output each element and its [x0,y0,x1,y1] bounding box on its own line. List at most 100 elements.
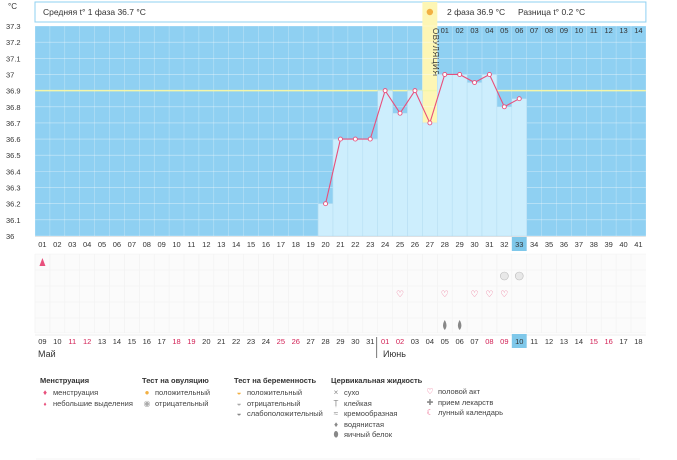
cycle-day-label: 37 [575,240,583,249]
top-day-label: 01 [441,26,449,35]
legend-pregnancy-weak: ◒ слабоположительный [234,409,323,420]
temp-point [487,72,492,77]
cycle-day-label: 39 [604,240,612,249]
calendar-date-label: 10 [515,337,523,346]
cycle-day-label: 04 [83,240,91,249]
legend-label: клейкая [344,398,372,408]
calendar-date-label: 11 [530,337,538,346]
legend-fluid-eggwhite: ⬮ яичный белок [331,430,422,441]
calendar-date-label: 11 [68,337,76,346]
top-day-label: 05 [500,26,508,35]
heart-icon: ♡ [426,387,434,396]
calendar-date-label: 20 [202,337,210,346]
cycle-day-label: 41 [634,240,642,249]
calendar-date-label: 24 [262,337,270,346]
phase1-label: Средняя t° 1 фаза 36.7 °C [43,7,146,17]
legend-ovulation-test: Тест на овуляцию ● положительный ◉ отрицат… [142,376,210,409]
temp-polyline [325,73,520,204]
legend-intercourse: ♡ половой акт [425,387,503,398]
moon-icon: ☾ [426,408,434,417]
legend-label: половой акт [438,387,481,396]
top-day-label: 03 [470,26,478,35]
legend-cervical-fluid-title: Цервикальная жидкость [331,376,423,385]
cycle-day-label: 17 [277,240,285,249]
cross-icon: × [333,388,339,397]
cycle-day-label: 26 [411,240,419,249]
current-day-highlight [511,237,527,251]
chart-axes: 36 36.1 36.2 36.3 36.4 36.5 36.6 36.7 36.8 36.9 37… [6,22,646,460]
temp-bar [451,74,468,237]
calendar-date-label: 25 [277,337,285,346]
legend-ovulation-positive: ● положительный [142,388,211,399]
calendar-date-label: 17 [157,337,165,346]
calendar-date-label: 29 [336,337,344,346]
cycle-day-label: 14 [232,240,240,249]
calendar-date-label: 15 [128,337,136,346]
cycle-day-label: 31 [485,240,493,249]
calendar-date-label: 18 [172,337,180,346]
calendar-date-label: 09 [38,337,46,346]
y-tick-label: 36.2 [6,200,21,209]
temp-bar [377,90,393,237]
calendar-date-label: 04 [426,337,434,346]
sun-icon [426,8,434,16]
calendar-date-label: 30 [351,337,359,346]
temperature-bars [317,74,527,237]
calendar-date-label: 19 [187,337,195,346]
temp-point [367,136,373,142]
cycle-day-label: 38 [590,240,598,249]
temp-bar [437,74,453,237]
cycle-day-label: 23 [366,240,374,249]
test-weak-icon: ◒ [236,409,242,418]
heart-icon: ♡ [485,290,493,300]
cycle-day-label: 20 [321,240,329,249]
top-day-label: 07 [530,26,538,35]
cycle-day-label: 28 [441,240,449,249]
temp-point [338,136,343,142]
cycle-day-label: 24 [381,240,389,249]
cycle-day-label: 21 [336,240,344,249]
pregnancy-test-icon [500,271,509,281]
cycle-day-label: 35 [545,240,553,249]
creamy-icon: ≈ [333,409,339,418]
cycle-day-label: 25 [396,240,404,249]
cycle-day-label: 11 [188,240,196,249]
legend-label: водянистая [344,419,385,429]
temp-bar [392,112,408,237]
small-drop-icon: ♦ [43,401,47,408]
legend-label: небольшие выделения [53,398,133,408]
y-tick-label: 36.1 [6,216,21,225]
legend-medication: ✚ прием лекарств [425,398,503,409]
temp-point [516,96,522,102]
temp-point [323,201,328,207]
drop-icon: ♦ [42,388,48,397]
egg-white-icon [457,320,462,330]
cycle-day-label: 22 [351,240,359,249]
calendar-date-label: 06 [455,337,463,346]
chart-grid: ОВУЛЯЦИЯ [34,22,646,237]
top-day-label: 13 [619,26,627,35]
temp-point [501,104,507,110]
legend-fluid-creamy: ≈ кремообразная [331,409,422,420]
temp-bar [422,122,438,237]
ovulation-label: ОВУЛЯЦИЯ [431,28,440,77]
cycle-day-label: 29 [455,240,463,249]
test-positive-icon: ◒ [236,388,242,397]
month-june: Июнь [383,349,406,359]
temp-point [412,88,418,94]
cycle-day-label: 07 [128,240,136,249]
top-day-label: 12 [604,26,612,35]
temp-bar [466,82,483,237]
temp-bar [347,138,364,237]
sun-icon: ● [144,388,150,397]
egg-white-icon: ⬮ [333,430,339,439]
temp-bar [481,74,498,237]
legend-pregnancy-negative: ◒ отрицательный [234,399,323,410]
calendar-date-label: 13 [98,337,106,346]
temp-bar [317,203,334,237]
calendar-date-label: 02 [396,337,404,346]
temperature-line [323,72,522,207]
legend-menstruation-item: ♦ менструация [40,388,133,399]
legend-pregnancy-test: Тест на беременность ◒ положительный ◒ отр… [234,376,323,420]
